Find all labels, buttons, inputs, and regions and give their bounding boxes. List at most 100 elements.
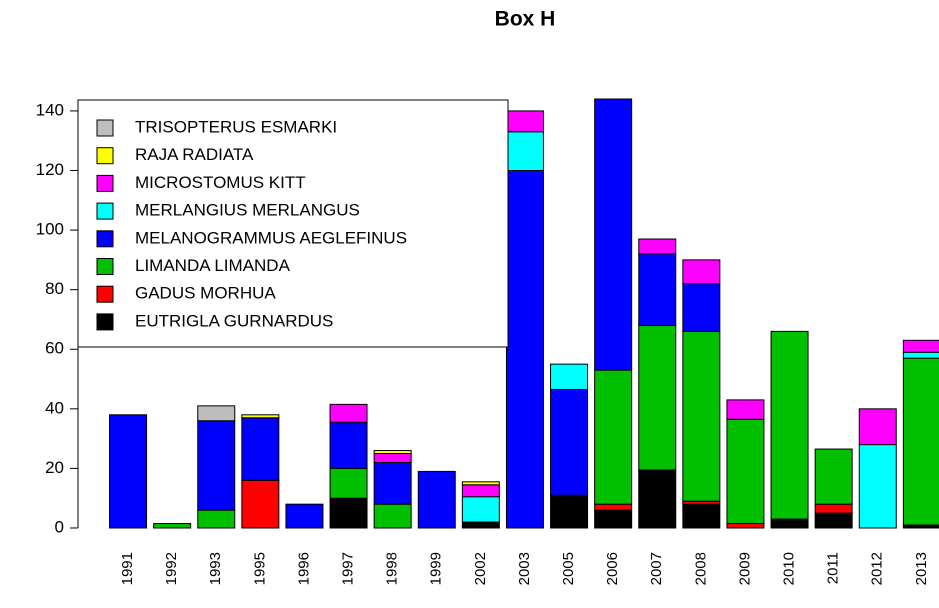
bar-segment bbox=[329, 497, 368, 529]
legend-swatch bbox=[96, 202, 114, 220]
bar-segment bbox=[902, 357, 939, 526]
bar-segment bbox=[594, 98, 633, 371]
legend-label: RAJA RADIATA bbox=[135, 145, 254, 164]
bar-segment bbox=[197, 509, 236, 529]
bar-segment bbox=[594, 509, 633, 529]
legend-label: TRISOPTERUS ESMARKI bbox=[135, 117, 337, 136]
x-tick-label: 1999 bbox=[428, 552, 445, 585]
bar-segment bbox=[550, 363, 589, 390]
y-tick-label: 80 bbox=[45, 279, 64, 298]
bar-segment bbox=[505, 110, 544, 133]
y-tick-label: 60 bbox=[45, 339, 64, 358]
y-tick-label: 20 bbox=[45, 458, 64, 477]
legend-swatch bbox=[96, 258, 114, 275]
bar-segment bbox=[638, 253, 677, 326]
bar-segment bbox=[594, 369, 633, 505]
bar-segment bbox=[373, 503, 412, 529]
x-tick-label: 1997 bbox=[340, 552, 357, 585]
bar-segment bbox=[682, 283, 721, 332]
bar-segment bbox=[858, 408, 897, 446]
legend-swatch bbox=[96, 313, 114, 331]
bar-segment bbox=[814, 503, 853, 514]
bar-segment bbox=[373, 453, 412, 463]
legend-swatch bbox=[96, 174, 114, 192]
bar-segment bbox=[902, 339, 939, 353]
bar-segment bbox=[241, 414, 280, 419]
bar-segment bbox=[814, 512, 853, 529]
bar-segment bbox=[329, 403, 368, 423]
x-tick-label: 1998 bbox=[384, 552, 401, 585]
bar-segment bbox=[505, 131, 544, 171]
bar-segment bbox=[550, 388, 589, 496]
bar-segment bbox=[197, 420, 236, 511]
bar-segment bbox=[461, 521, 500, 529]
bar-segment bbox=[329, 421, 368, 469]
x-tick-label: 2010 bbox=[781, 552, 798, 585]
bar-segment bbox=[638, 238, 677, 255]
y-tick-label: 140 bbox=[36, 100, 64, 119]
bar-segment bbox=[726, 399, 765, 420]
bar-segment bbox=[726, 418, 765, 525]
bar-segment bbox=[682, 330, 721, 502]
bar-segment bbox=[109, 414, 148, 529]
x-tick-label: 2011 bbox=[825, 552, 842, 584]
bar-segment bbox=[770, 518, 809, 529]
bar-segment bbox=[638, 324, 677, 471]
legend: EUTRIGLA GURNARDUS GADUS MORHUA LIMANDA LI… bbox=[77, 99, 509, 348]
bar-segment bbox=[638, 469, 677, 529]
bar-segment bbox=[461, 481, 500, 486]
legend-label: EUTRIGLA GURNARDUS bbox=[135, 311, 333, 330]
x-tick-label: 2007 bbox=[648, 552, 665, 585]
bar-segment bbox=[461, 484, 500, 498]
bar-segment bbox=[285, 503, 324, 529]
bar-segment bbox=[417, 470, 456, 529]
chart-title: Box H bbox=[495, 8, 556, 31]
x-tick-label: 1996 bbox=[295, 552, 312, 585]
legend-label: MICROSTOMUS KITT bbox=[135, 173, 306, 192]
y-tick-label: 100 bbox=[36, 220, 64, 239]
bar-segment bbox=[814, 448, 853, 505]
bar-segment bbox=[550, 494, 589, 529]
x-tick-label: 1995 bbox=[251, 552, 268, 585]
bar-segment bbox=[153, 523, 192, 529]
bar-segment bbox=[373, 450, 412, 455]
bar-segment bbox=[682, 259, 721, 285]
bar-segment bbox=[902, 351, 939, 359]
x-tick-label: 2003 bbox=[516, 552, 533, 585]
x-tick-label: 1993 bbox=[207, 552, 224, 585]
bar-segment bbox=[682, 503, 721, 529]
bar-segment bbox=[241, 417, 280, 481]
x-tick-label: 1992 bbox=[163, 552, 180, 585]
bar-segment bbox=[726, 523, 765, 529]
legend-label: GADUS MORHUA bbox=[135, 284, 276, 303]
legend-box bbox=[77, 99, 509, 348]
legend-swatch bbox=[96, 119, 114, 137]
x-tick-label: 1991 bbox=[119, 552, 136, 585]
legend-swatch bbox=[96, 147, 114, 165]
bar-segment bbox=[770, 330, 809, 520]
bar-segment bbox=[461, 496, 500, 523]
x-tick-label: 2009 bbox=[736, 552, 753, 585]
y-tick-label: 0 bbox=[55, 517, 64, 536]
legend-swatch bbox=[96, 230, 114, 248]
legend-swatch bbox=[96, 285, 114, 303]
bar-segment bbox=[329, 467, 368, 499]
legend-label: MERLANGIUS MERLANGUS bbox=[135, 201, 360, 220]
bar-segment bbox=[373, 461, 412, 505]
x-tick-label: 2005 bbox=[560, 552, 577, 585]
bar-segment bbox=[858, 444, 897, 529]
x-tick-label: 2012 bbox=[869, 552, 886, 585]
y-tick-label: 40 bbox=[45, 398, 64, 417]
y-tick-label: 120 bbox=[36, 160, 64, 179]
x-tick-label: 2002 bbox=[472, 552, 489, 585]
bar-segment bbox=[241, 479, 280, 529]
legend-label: MELANOGRAMMUS AEGLEFINUS bbox=[135, 228, 407, 247]
x-tick-label: 2008 bbox=[692, 552, 709, 585]
x-tick-label: 2013 bbox=[913, 552, 930, 585]
legend-label: LIMANDA LIMANDA bbox=[135, 256, 291, 275]
bar-segment bbox=[594, 503, 633, 511]
x-tick-label: 2006 bbox=[604, 552, 621, 585]
bar-segment bbox=[505, 170, 544, 529]
bar-segment bbox=[197, 405, 236, 422]
